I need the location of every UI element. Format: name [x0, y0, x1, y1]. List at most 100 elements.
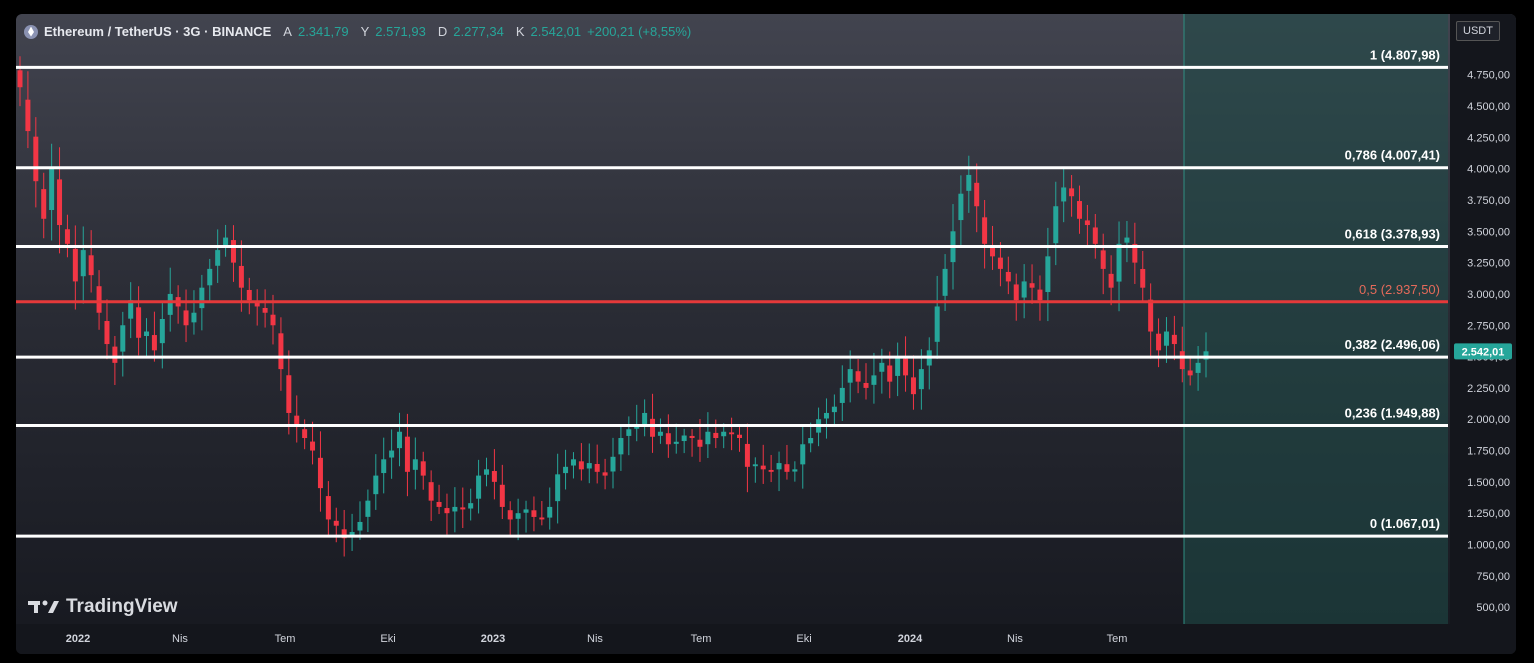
candle[interactable] [800, 426, 806, 489]
candle[interactable] [934, 275, 940, 359]
candle[interactable] [1013, 273, 1019, 321]
candle[interactable] [895, 342, 901, 397]
candle[interactable] [72, 225, 78, 310]
candle[interactable] [1061, 167, 1067, 223]
candle[interactable] [373, 454, 379, 510]
candle[interactable] [523, 500, 529, 533]
candle[interactable] [468, 488, 474, 521]
candle[interactable] [721, 423, 727, 449]
candle[interactable] [768, 454, 774, 483]
candle[interactable] [80, 226, 86, 304]
candle[interactable] [918, 349, 924, 410]
candle[interactable] [302, 419, 308, 450]
candle[interactable] [357, 501, 363, 540]
candle[interactable] [1203, 332, 1209, 378]
candle[interactable] [452, 487, 458, 533]
candle[interactable] [207, 258, 213, 303]
candle[interactable] [1179, 326, 1185, 383]
candle[interactable] [689, 429, 695, 457]
time-axis[interactable] [16, 624, 1516, 654]
candle[interactable] [104, 299, 110, 360]
symbol-title[interactable]: Ethereum / TetherUS · 3G · BINANCE [44, 24, 272, 39]
candle[interactable] [144, 318, 150, 358]
candle[interactable] [151, 311, 157, 362]
candle[interactable] [634, 404, 640, 442]
candle[interactable] [1187, 355, 1193, 386]
candle[interactable] [903, 336, 909, 392]
candle[interactable] [808, 422, 814, 453]
candle[interactable] [792, 461, 798, 482]
candle[interactable] [997, 242, 1003, 287]
candle[interactable] [974, 163, 980, 233]
candle[interactable] [112, 336, 118, 385]
candle[interactable] [389, 429, 395, 479]
candle[interactable] [499, 464, 505, 520]
candle[interactable] [657, 418, 663, 444]
candle[interactable] [1069, 175, 1075, 217]
candle[interactable] [33, 117, 39, 208]
candle[interactable] [428, 470, 434, 522]
price-axis[interactable] [1450, 14, 1516, 624]
candle[interactable] [744, 423, 750, 493]
candle[interactable] [25, 71, 31, 149]
candle[interactable] [847, 350, 853, 403]
candle[interactable] [1037, 275, 1043, 321]
candle[interactable] [136, 286, 142, 356]
candle[interactable] [539, 500, 545, 526]
candle[interactable] [436, 484, 442, 515]
candle[interactable] [729, 417, 735, 451]
candle[interactable] [1132, 222, 1138, 284]
candle[interactable] [444, 493, 450, 535]
candle[interactable] [175, 285, 181, 324]
candle[interactable] [578, 443, 584, 481]
candle[interactable] [41, 172, 47, 239]
candle[interactable] [831, 394, 837, 426]
candle[interactable] [642, 399, 648, 437]
candle[interactable] [57, 147, 63, 254]
candle[interactable] [879, 348, 885, 394]
candle[interactable] [310, 421, 316, 465]
candle[interactable] [1092, 214, 1098, 259]
candle[interactable] [555, 453, 561, 524]
candle[interactable] [863, 363, 869, 400]
candle[interactable] [531, 496, 537, 532]
candle[interactable] [1045, 227, 1051, 322]
candle[interactable] [49, 143, 55, 241]
candle[interactable] [317, 431, 323, 512]
candle[interactable] [483, 457, 489, 487]
candle[interactable] [64, 214, 70, 258]
currency-button[interactable]: USDT [1456, 21, 1500, 41]
candle[interactable] [1076, 185, 1082, 234]
candle[interactable] [926, 337, 932, 390]
candle[interactable] [507, 501, 513, 537]
candle[interactable] [183, 289, 189, 343]
candle[interactable] [1140, 250, 1146, 303]
candle[interactable] [823, 398, 829, 439]
candle[interactable] [784, 444, 790, 480]
candle[interactable] [230, 225, 236, 282]
candle[interactable] [412, 437, 418, 490]
candle[interactable] [586, 443, 592, 484]
candle[interactable] [349, 513, 355, 551]
candle[interactable] [966, 155, 972, 213]
candle[interactable] [460, 487, 466, 528]
candle[interactable] [223, 224, 229, 257]
candle[interactable] [1108, 255, 1114, 306]
candle[interactable] [839, 365, 845, 421]
candle[interactable] [1053, 181, 1059, 266]
candle[interactable] [737, 426, 743, 452]
candle[interactable] [17, 56, 23, 107]
candle[interactable] [262, 289, 268, 328]
candle[interactable] [855, 359, 861, 394]
candle[interactable] [1124, 220, 1130, 263]
candle[interactable] [570, 452, 576, 479]
candle[interactable] [1029, 264, 1035, 304]
candle[interactable] [871, 352, 877, 404]
candle[interactable] [491, 449, 497, 500]
candle[interactable] [713, 419, 719, 449]
candle[interactable] [365, 489, 371, 533]
candle[interactable] [88, 230, 94, 293]
candle[interactable] [254, 289, 260, 326]
candle[interactable] [958, 175, 964, 247]
candle[interactable] [681, 428, 687, 454]
